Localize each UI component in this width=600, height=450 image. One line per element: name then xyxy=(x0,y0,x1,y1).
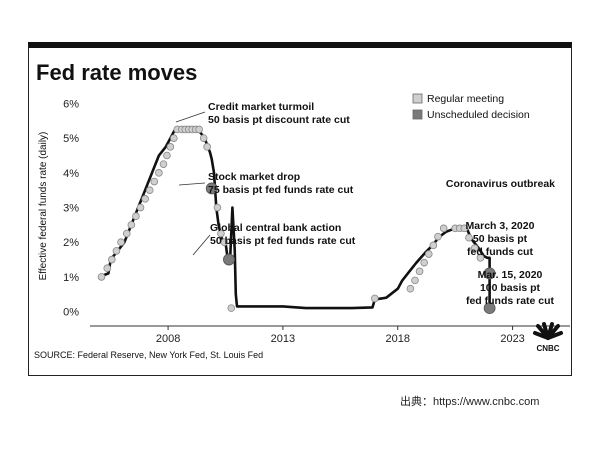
regular-meeting-marker xyxy=(159,160,168,168)
x-axis: 2008 2013 2018 2023 xyxy=(90,325,570,345)
regular-meeting-marker xyxy=(476,254,485,262)
regular-meeting-marker xyxy=(127,221,136,229)
source-note: SOURCE: Federal Reserve, New York Fed, S… xyxy=(34,350,264,360)
unscheduled-marker xyxy=(483,267,496,280)
regular-meeting-marker xyxy=(136,203,145,212)
regular-meeting-marker xyxy=(195,125,203,134)
regular-meeting-marker xyxy=(117,238,125,247)
unscheduled-marker xyxy=(483,302,496,315)
annotation-text: Mar. 15, 2020 100 basis pt fed funds rate … xyxy=(466,269,555,307)
annotation-text: Credit market turmoil 50 basis pt discoun… xyxy=(208,101,350,126)
series-line xyxy=(98,128,491,310)
regular-meeting-marker xyxy=(220,238,229,247)
annotation-text: Coronavirus outbreak xyxy=(446,178,555,190)
legend-label: Unscheduled decision xyxy=(427,109,530,121)
y-tick-label: 2% xyxy=(63,237,79,249)
regular-meeting-marker xyxy=(470,244,479,252)
regular-meeting-marker xyxy=(227,304,236,312)
annotation-text: Global central bank action 50 basis pt fe… xyxy=(210,222,356,247)
x-tick-label: 2008 xyxy=(156,333,180,345)
y-tick-label: 0% xyxy=(63,307,79,319)
regular-meeting-marker xyxy=(108,255,116,264)
unscheduled-marker xyxy=(205,182,218,195)
legend: Regular meeting Unscheduled decision xyxy=(412,93,530,121)
regular-meeting-marker xyxy=(420,258,428,267)
regular-meeting-marker xyxy=(155,169,163,177)
legend-swatch xyxy=(412,93,423,104)
annotation-leader xyxy=(175,111,206,123)
annotation-leader xyxy=(178,182,206,186)
regular-meeting-marker xyxy=(103,264,112,273)
y-tick-label: 3% xyxy=(63,203,79,215)
markers xyxy=(97,125,496,315)
y-axis-label: Effective federal funds rate (daily) xyxy=(38,132,49,281)
logo-text: CNBC xyxy=(536,344,559,353)
y-axis: 0% 1% 2% 3% 4% 5% 6% xyxy=(63,98,79,318)
regular-meeting-marker xyxy=(370,294,379,303)
x-tick-label: 2013 xyxy=(271,333,295,345)
leader-lines xyxy=(175,111,211,256)
annotations: Credit market turmoil 50 basis pt discoun… xyxy=(208,101,555,307)
regular-meeting-marker xyxy=(132,212,140,221)
regular-meeting-marker xyxy=(213,203,222,212)
regular-meeting-marker xyxy=(112,247,121,255)
regular-meeting-marker xyxy=(199,134,208,142)
regular-meeting-marker xyxy=(439,224,448,233)
regular-meeting-marker xyxy=(203,143,211,151)
y-tick-label: 6% xyxy=(63,98,79,110)
regular-meeting-marker xyxy=(217,229,225,238)
regular-meeting-marker xyxy=(406,284,415,293)
cnbc-logo: CNBC xyxy=(533,322,563,353)
y-tick-label: 1% xyxy=(63,272,79,284)
chart-panel xyxy=(28,42,572,376)
regular-meeting-marker xyxy=(434,232,442,241)
plot-area xyxy=(98,128,491,310)
regular-meeting-marker xyxy=(460,224,469,233)
regular-meeting-marker xyxy=(429,241,438,250)
regular-meeting-marker xyxy=(141,195,149,203)
annotation-text: March 3, 2020 50 basis pt fed funds cut xyxy=(466,220,535,258)
legend-swatch xyxy=(412,109,423,120)
annotation-leader xyxy=(192,234,211,256)
x-tick-label: 2023 xyxy=(500,333,524,345)
y-tick-label: 4% xyxy=(63,168,79,180)
y-tick-label: 5% xyxy=(63,133,79,145)
regular-meeting-marker xyxy=(411,276,419,285)
x-tick-label: 2018 xyxy=(386,333,410,345)
regular-meeting-marker xyxy=(97,273,106,281)
unscheduled-marker xyxy=(223,253,235,266)
regular-meeting-marker xyxy=(424,250,433,258)
chart-title: Fed rate moves xyxy=(36,60,198,85)
regular-meeting-marker xyxy=(170,134,178,142)
regular-meeting-marker xyxy=(415,267,424,276)
annotation-text: Stock market drop 75 basis pt fed funds r… xyxy=(208,171,354,196)
regular-meeting-marker xyxy=(150,177,159,186)
regular-meeting-marker xyxy=(166,143,175,151)
regular-meeting-marker xyxy=(163,151,171,160)
regular-meeting-marker xyxy=(465,233,473,242)
legend-label: Regular meeting xyxy=(427,93,504,105)
regular-meeting-marker xyxy=(145,186,154,194)
page-credit: 出典：https://www.cnbc.com xyxy=(400,396,540,408)
regular-meeting-marker xyxy=(122,229,131,238)
